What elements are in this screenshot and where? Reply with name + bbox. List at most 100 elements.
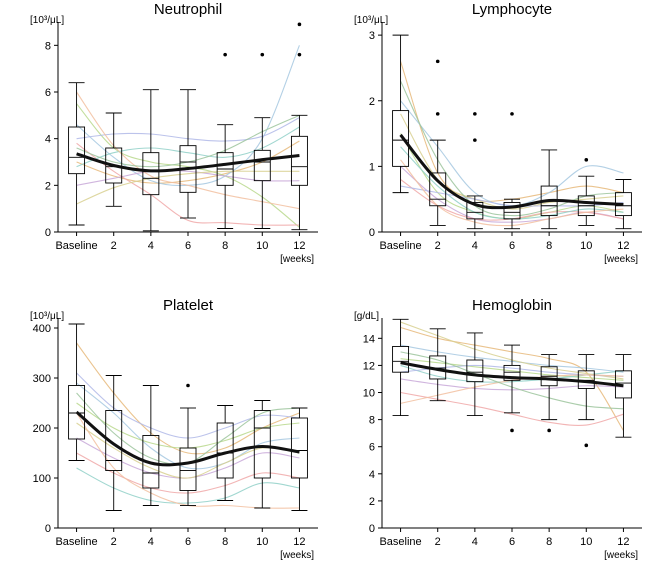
- individual-curve: [76, 452, 300, 494]
- chart-title: Platelet: [163, 297, 214, 314]
- box-iqr: [179, 447, 197, 491]
- y-tick-label: 8: [369, 415, 375, 427]
- outlier-point: [584, 158, 589, 162]
- x-tick-label: 4: [148, 240, 154, 252]
- y-tick-label: 0: [45, 523, 51, 535]
- box-iqr: [392, 110, 410, 167]
- trend-curve: [399, 133, 624, 210]
- outlier-point: [223, 52, 227, 57]
- chart-title: Neutrophil: [154, 1, 222, 18]
- x-tick-label: 2: [435, 536, 441, 548]
- outlier-point: [473, 138, 477, 142]
- outlier-point: [547, 428, 551, 433]
- y-unit-label: [10³/μL]: [30, 311, 64, 322]
- chart-panel-platelet: Platelet [10³/μL] 0 100 200 300 400 Baseline 2 4 6…: [30, 297, 318, 561]
- outlier-point: [473, 112, 477, 116]
- box-iqr: [253, 410, 271, 479]
- x-tick-label: 8: [222, 240, 228, 252]
- box-iqr: [466, 359, 484, 383]
- y-tick-label: 2: [45, 180, 51, 192]
- x-tick-label: Baseline: [379, 536, 421, 548]
- y-tick-label: 4: [45, 134, 51, 146]
- trend-curve: [76, 152, 300, 173]
- outlier-point: [186, 383, 190, 388]
- y-tick-label: 2: [369, 496, 375, 508]
- x-tick-label: 10: [580, 240, 592, 252]
- x-tick-label: 12: [293, 240, 305, 252]
- x-tick-label: 10: [256, 536, 268, 548]
- y-tick-label: 12: [363, 360, 375, 372]
- y-tick-label: 10: [363, 388, 375, 400]
- trend-curve: [75, 410, 300, 467]
- outlier-point: [584, 443, 589, 448]
- x-tick-label: 12: [617, 240, 629, 252]
- y-tick-label: 14: [363, 333, 375, 345]
- x-tick-label: 8: [546, 536, 552, 548]
- x-tick-label: 6: [185, 536, 191, 548]
- x-tick-label: 4: [148, 536, 154, 548]
- y-tick-label: 2: [369, 96, 375, 108]
- y-tick-label: 4: [369, 469, 375, 481]
- box-iqr: [142, 152, 160, 196]
- x-tick-label: 4: [472, 536, 478, 548]
- individual-curve: [76, 45, 300, 187]
- chart-title: Lymphocyte: [472, 1, 552, 18]
- box-iqr: [503, 202, 521, 220]
- box-iqr: [68, 126, 86, 175]
- box-iqr: [290, 417, 308, 479]
- y-tick-label: 300: [33, 373, 51, 385]
- y-tick-label: 200: [33, 423, 51, 435]
- x-unit-label: [weeks]: [604, 550, 638, 561]
- box-iqr: [290, 135, 308, 186]
- y-tick-label: 0: [369, 523, 375, 535]
- x-tick-label: 6: [185, 240, 191, 252]
- y-tick-label: 1: [369, 161, 375, 173]
- outlier-point: [297, 52, 302, 57]
- x-tick-label: 4: [472, 240, 478, 252]
- x-unit-label: [weeks]: [604, 254, 638, 265]
- x-unit-label: [weeks]: [280, 254, 314, 265]
- x-tick-label: 6: [509, 240, 515, 252]
- x-tick-label: 2: [435, 240, 441, 252]
- x-tick-label: 6: [509, 536, 515, 548]
- outlier-point: [297, 22, 302, 27]
- individual-curve: [400, 80, 624, 217]
- y-tick-label: 0: [45, 227, 51, 239]
- x-tick-label: 2: [111, 240, 117, 252]
- outlier-point: [260, 52, 265, 57]
- x-tick-label: 12: [293, 536, 305, 548]
- chart-panel-hemoglobin: Hemoglobin [g/dL] 0 2 4 6 8 10 12 14 Baseline 2 4 6 8 1…: [354, 297, 642, 561]
- y-unit-label: [10³/μL]: [354, 15, 388, 26]
- x-tick-label: 2: [111, 536, 117, 548]
- individual-curve: [76, 382, 300, 470]
- x-tick-label: Baseline: [379, 240, 421, 252]
- x-tick-label: 10: [256, 240, 268, 252]
- chart-title: Hemoglobin: [472, 297, 552, 314]
- individual-curve: [400, 358, 624, 381]
- y-unit-label: [g/dL]: [354, 311, 379, 322]
- y-tick-label: 8: [45, 40, 51, 52]
- trend-curve: [400, 361, 624, 388]
- y-tick-label: 100: [33, 473, 51, 485]
- y-unit-label: [10³/μL]: [30, 15, 64, 26]
- y-tick-label: 3: [369, 30, 375, 42]
- y-tick-label: 6: [369, 442, 375, 454]
- x-tick-label: 8: [546, 240, 552, 252]
- outlier-point: [435, 59, 440, 64]
- x-tick-label: 10: [580, 536, 592, 548]
- box-iqr: [392, 346, 410, 373]
- box-iqr: [68, 385, 86, 440]
- outlier-point: [510, 428, 514, 433]
- y-tick-label: 6: [45, 87, 51, 99]
- box-iqr: [466, 202, 484, 220]
- x-tick-label: Baseline: [55, 536, 97, 548]
- chart-panel-neutrophil: Neutrophil [10³/μL] 0 2 4 6 8 Baseline 2 4 6 8 10 12 […: [30, 1, 318, 265]
- box-iqr: [253, 149, 271, 182]
- box-iqr: [105, 147, 123, 184]
- y-tick-label: 400: [33, 323, 51, 335]
- x-tick-label: 12: [617, 536, 629, 548]
- individual-curve: [400, 61, 624, 202]
- box-iqr: [503, 364, 521, 381]
